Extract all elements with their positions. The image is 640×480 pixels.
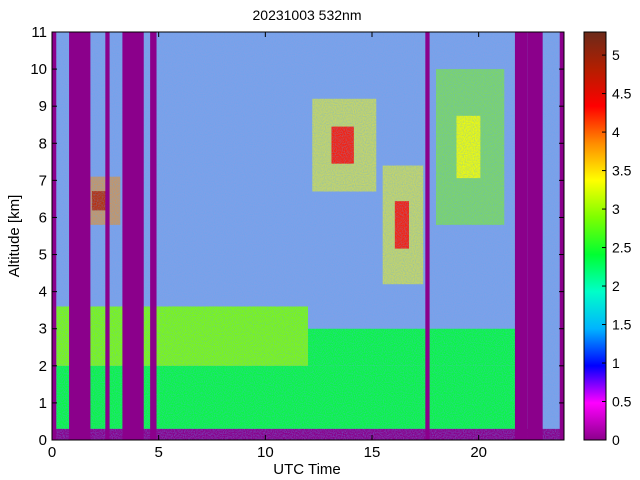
y-tick-label: 6 xyxy=(39,209,47,226)
colorbar: 0 0.5 1 1.5 2 2.5 3 3.5 4 4.5 5 xyxy=(583,31,632,448)
colorbar-tick-label: 2.5 xyxy=(612,240,632,256)
y-tick-label: 11 xyxy=(31,24,47,41)
y-tick-label: 1 xyxy=(39,395,47,412)
x-tick-label: 20 xyxy=(470,444,487,461)
y-tick-label: 3 xyxy=(39,321,47,338)
colorbar-tick-label: 2 xyxy=(612,278,620,294)
plot-frame xyxy=(51,31,565,441)
no-signal-period xyxy=(150,32,157,440)
x-tick-label: 10 xyxy=(257,444,274,461)
no-signal-period xyxy=(52,32,57,440)
colorbar-tick-label: 5 xyxy=(612,47,620,63)
x-tick-label: 5 xyxy=(154,444,162,461)
x-axis-label: UTC Time xyxy=(273,461,341,478)
y-tick-label: 0 xyxy=(39,432,47,449)
no-signal-period xyxy=(527,32,543,440)
colorbar-tick-label: 3.5 xyxy=(612,163,632,179)
colorbar-tick-label: 4 xyxy=(612,124,620,140)
colorbar-tick-label: 1 xyxy=(612,355,620,371)
y-tick-label: 8 xyxy=(39,135,47,152)
no-signal-period xyxy=(559,32,564,440)
y-tick-label: 9 xyxy=(39,98,47,115)
y-tick-label: 4 xyxy=(39,284,47,301)
colorbar-tick-label: 1.5 xyxy=(612,317,632,333)
y-axis: 0 1 2 3 4 5 6 7 8 9 10 11 xyxy=(30,24,564,449)
no-signal-period xyxy=(105,32,110,440)
colorbar-ticks: 0 0.5 1 1.5 2 2.5 3 3.5 4 4.5 5 xyxy=(602,47,632,448)
no-signal-period xyxy=(425,32,430,440)
no-signal-period xyxy=(514,32,528,440)
y-axis-label: Altitude [km] xyxy=(6,195,23,278)
no-signal-period xyxy=(69,32,91,440)
colorbar-gradient xyxy=(583,31,607,441)
x-tick-label: 0 xyxy=(48,444,56,461)
y-tick-label: 10 xyxy=(30,61,47,78)
colorbar-tick-label: 4.5 xyxy=(612,86,632,102)
chart-title: 20231003 532nm xyxy=(253,7,362,23)
no-signal-period xyxy=(122,32,144,440)
x-axis: 0 5 10 15 20 xyxy=(48,32,487,461)
colorbar-tick-label: 3 xyxy=(612,201,620,217)
y-tick-label: 5 xyxy=(39,247,47,264)
y-tick-label: 2 xyxy=(39,358,47,375)
colorbar-tick-label: 0.5 xyxy=(612,394,632,410)
colorbar-tick-label: 0 xyxy=(612,432,620,448)
no-signal-periods xyxy=(52,32,564,440)
x-tick-label: 15 xyxy=(364,444,381,461)
y-tick-label: 7 xyxy=(39,172,47,189)
plot-area xyxy=(52,32,564,440)
